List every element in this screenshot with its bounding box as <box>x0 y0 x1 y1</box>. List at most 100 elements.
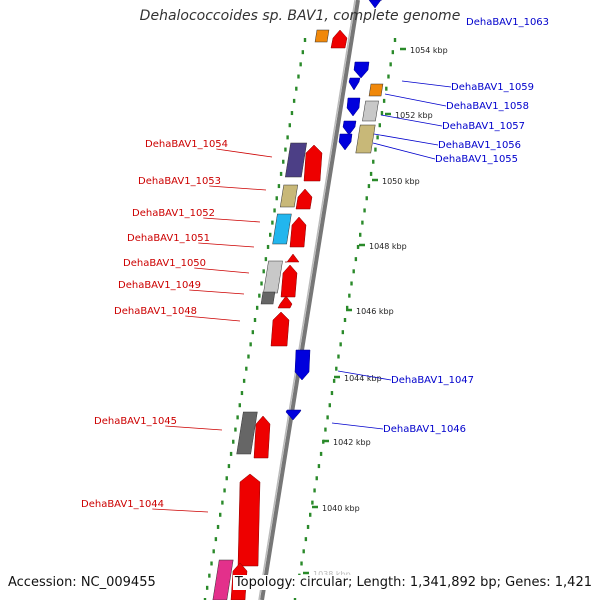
track-dot-left <box>208 573 211 578</box>
gene-arrow-minus[interactable] <box>303 144 323 182</box>
gene-label-minus[interactable]: DehaBAV1_1054 <box>145 139 228 150</box>
gene-label-minus[interactable]: DehaBAV1_1049 <box>118 280 201 291</box>
scale-tick-label: 1054 kbp <box>410 46 448 55</box>
track-dot-left <box>275 196 278 201</box>
scale-tick-label: 1042 kbp <box>333 438 371 447</box>
gene-arrow-plus[interactable] <box>348 77 361 91</box>
track-dot-left <box>227 464 231 469</box>
track-dot-right <box>389 62 392 67</box>
gene-block-cyan[interactable] <box>272 213 292 245</box>
track-dot-right <box>352 269 355 274</box>
gene-label-plus[interactable]: DehaBAV1_1047 <box>391 375 474 386</box>
track-dot-left <box>282 159 285 164</box>
track-dot-left <box>236 415 239 420</box>
gene-block-dark[interactable] <box>260 291 276 305</box>
track-dot-left <box>264 257 268 262</box>
track-dot-right <box>332 378 336 383</box>
scale-tick-label: 1048 kbp <box>369 242 407 251</box>
gene-arrow-plus[interactable] <box>346 97 361 117</box>
track-dot-left <box>273 208 276 213</box>
track-dot-right <box>393 38 397 42</box>
gene-block-dark[interactable] <box>236 411 258 455</box>
track-dot-left <box>249 342 252 347</box>
track-dot-right <box>359 232 362 237</box>
gene-block-grey[interactable] <box>362 100 379 122</box>
track-dot-left <box>212 549 215 554</box>
track-dot-left <box>234 427 237 432</box>
gene-label-plus[interactable]: DehaBAV1_1055 <box>435 154 518 165</box>
track-dot-right <box>328 403 331 408</box>
gene-arrow-minus[interactable] <box>253 415 271 459</box>
gene-block-khaki[interactable] <box>355 124 376 154</box>
gene-label-minus[interactable]: DehaBAV1_1044 <box>81 499 164 510</box>
track-dot-left <box>290 111 294 116</box>
track-dot-right <box>356 244 360 249</box>
gene-block-grey[interactable] <box>263 260 283 294</box>
gene-arrow-minus[interactable] <box>237 473 261 567</box>
track-dot-left <box>240 391 244 396</box>
track-dot-left <box>292 98 296 103</box>
gene-arrow-minus[interactable] <box>277 295 293 309</box>
gene-leader-line <box>189 289 245 295</box>
track-dot-left <box>205 585 209 590</box>
track-dot-left <box>269 232 272 237</box>
track-dot-right <box>372 159 375 164</box>
track-dot-left <box>247 354 250 359</box>
track-dot-left <box>210 561 213 566</box>
gene-block-khaki[interactable] <box>279 184 299 208</box>
gene-label-plus[interactable]: DehaBAV1_1059 <box>451 82 534 93</box>
gene-arrow-plus[interactable] <box>285 409 302 421</box>
gene-arrow-minus[interactable] <box>285 253 300 263</box>
gene-label-minus[interactable]: DehaBAV1_1048 <box>114 306 197 317</box>
gene-label-minus[interactable]: DehaBAV1_1052 <box>132 208 215 219</box>
gene-arrow-plus[interactable] <box>338 133 353 151</box>
track-dot-left <box>225 476 228 481</box>
track-dot-right <box>319 451 323 456</box>
gene-arrow-minus[interactable] <box>280 264 298 298</box>
gene-block-orange[interactable] <box>368 83 384 97</box>
gene-block-orange[interactable] <box>314 29 330 43</box>
gene-label-plus[interactable]: DehaBAV1_1046 <box>383 424 466 435</box>
gene-arrow-plus[interactable] <box>342 120 357 136</box>
track-dot-right <box>300 561 303 566</box>
gene-block-magenta[interactable] <box>212 559 234 600</box>
track-dot-left <box>223 488 226 493</box>
scale-tick-label: 1040 kbp <box>322 504 360 513</box>
gene-leader-line <box>185 315 241 322</box>
gene-block-purple[interactable] <box>285 142 307 178</box>
track-dot-right <box>363 208 366 213</box>
gene-label-minus[interactable]: DehaBAV1_1051 <box>127 233 210 244</box>
gene-label-plus[interactable]: DehaBAV1_1057 <box>442 121 525 132</box>
gene-label-plus[interactable]: DehaBAV1_1056 <box>438 140 521 151</box>
map-title: Dehalococcoides sp. BAV1, complete genom… <box>139 8 461 24</box>
track-dot-left <box>260 281 263 286</box>
track-dot-right <box>337 354 340 359</box>
gene-arrow-red[interactable] <box>330 29 348 49</box>
gene-label-minus[interactable]: DehaBAV1_1045 <box>94 416 177 427</box>
track-dot-right <box>326 415 329 420</box>
track-dot-right <box>380 111 384 116</box>
gene-label-plus[interactable]: DehaBAV1_1063 <box>466 17 549 28</box>
genome-backbone <box>260 0 360 600</box>
gene-arrow-blue[interactable] <box>368 0 382 9</box>
track-dot-left <box>216 524 220 529</box>
gene-arrow-plus[interactable] <box>294 349 311 381</box>
gene-arrow-minus[interactable] <box>270 311 290 347</box>
gene-label-plus[interactable]: DehaBAV1_1058 <box>446 101 529 112</box>
scale-tick-label: 1038 kbp <box>313 570 351 579</box>
gene-leader-line <box>401 80 452 88</box>
track-dot-left <box>251 330 255 335</box>
gene-arrow-plus[interactable] <box>353 61 370 79</box>
track-dot-left <box>253 318 257 322</box>
track-dot-left <box>242 378 246 383</box>
gene-label-minus[interactable]: DehaBAV1_1053 <box>138 176 221 187</box>
track-dot-right <box>311 500 314 505</box>
gene-leader-line <box>198 242 255 248</box>
gene-arrow-minus[interactable] <box>295 188 313 210</box>
gene-arrow-minus[interactable] <box>289 216 307 248</box>
track-dot-right <box>361 220 364 225</box>
topology-text: Topology: circular; Length: 1,341,892 bp… <box>232 575 594 590</box>
gene-label-minus[interactable]: DehaBAV1_1050 <box>123 258 206 269</box>
